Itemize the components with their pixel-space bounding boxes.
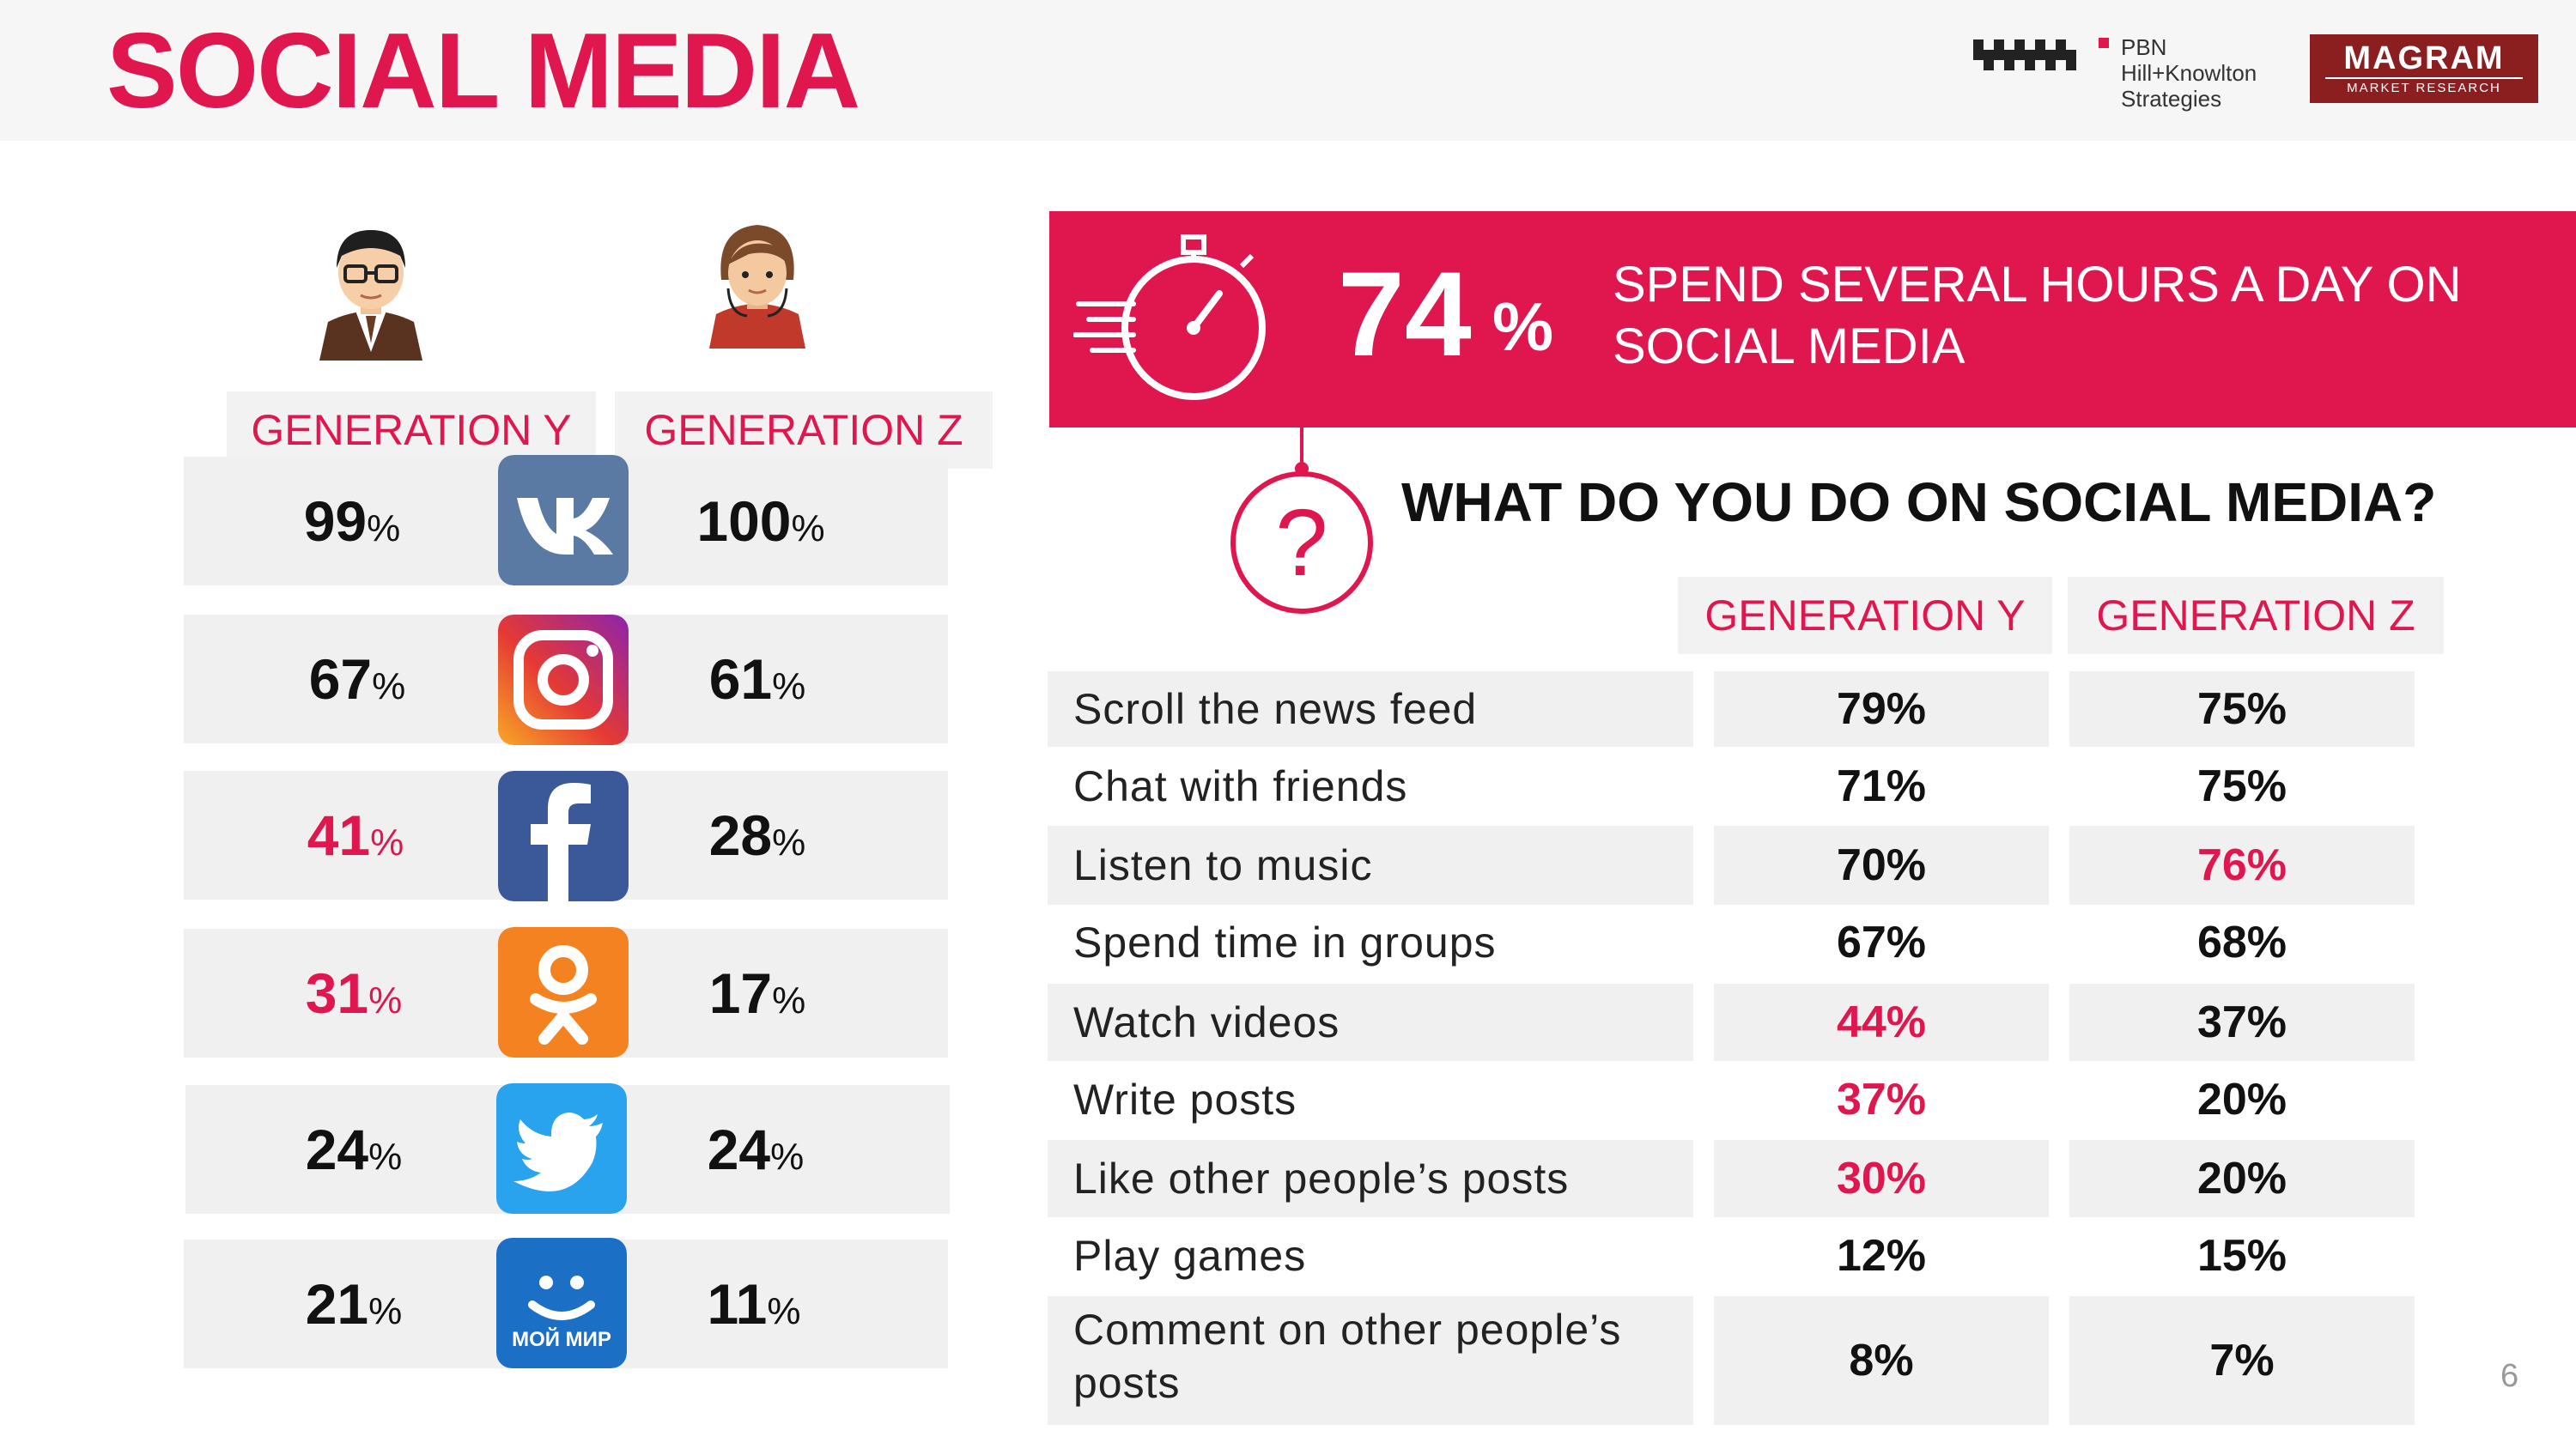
activity-row-bg [1714,984,2049,1061]
gen-z-percent: 24% [707,1118,805,1181]
activity-gen-y-value: 44% [1836,997,1927,1047]
activity-row-bg [2069,671,2415,747]
generation-y-avatar-icon [319,230,422,361]
gen-y-percent: 21% [305,1272,403,1336]
activity-gen-z-value: 20% [2196,1075,2287,1125]
gen-y-percent: 31% [305,961,403,1025]
activity-row-bg [1048,1296,1693,1425]
svg-text:?: ? [1275,490,1327,596]
activity-row-bg [1714,1140,2049,1217]
activity-row-bg [1714,826,2049,905]
activity-label: Comment on other people’s posts [1073,1306,1622,1407]
pbn-red-square [2099,38,2109,48]
vk-icon [498,455,629,585]
twitter-icon [496,1083,627,1214]
banner-percent-symbol: % [1492,288,1554,365]
activity-gen-z-value: 68% [2196,918,2287,967]
activity-row-bg [1048,671,1693,747]
activity-row-bg [1714,1296,2049,1425]
activity-gen-y-value: 37% [1836,1075,1927,1125]
instagram-icon [498,615,629,745]
page-title: SOCIAL MEDIA [106,12,860,130]
question-icon: ? [1230,426,1373,614]
activity-row-bg [1048,826,1693,905]
activity-label: Write posts [1073,1076,1297,1124]
moi-mir-icon: МОЙ МИР [496,1238,627,1368]
activity-gen-z-value: 20% [2196,1154,2287,1203]
activity-label: Scroll the news feed [1073,685,1478,733]
table-header-generation-y: GENERATION Y [1678,577,2052,654]
gen-z-percent: 28% [708,803,806,867]
activity-row-bg [2069,1296,2415,1425]
pbn-logo: PBN Hill+Knowlton Strategies [1973,34,2454,120]
magram-logo: MAGRAM MARKET RESEARCH [2310,34,2538,103]
activity-gen-y-value: 8% [1849,1336,1914,1385]
activity-gen-y-value: 71% [1836,761,1927,811]
activity-label: Spend time in groups [1073,919,1497,967]
activity-gen-y-value: 70% [1836,840,1927,890]
activity-label: Watch videos [1073,998,1340,1046]
question-title: WHAT DO YOU DO ON SOCIAL MEDIA? [1401,471,2437,533]
gen-y-percent: 24% [305,1118,403,1181]
activity-gen-z-value: 75% [2196,684,2287,734]
activity-label: Play games [1073,1232,1307,1280]
page-number: 6 [2500,1358,2519,1394]
activity-gen-z-value: 37% [2196,997,2287,1047]
pbn-text: PBN Hill+Knowlton Strategies [2121,34,2257,112]
activity-label: Listen to music [1073,841,1373,889]
header-band [0,0,2576,141]
activity-row-bg [2069,984,2415,1061]
gen-y-percent: 41% [307,803,404,867]
table-header-generation-z: GENERATION Z [2068,577,2444,654]
banner-value: 74 [1338,246,1472,381]
gen-y-percent: 99% [303,489,401,553]
gen-z-percent: 61% [708,647,806,711]
banner-text: SPEND SEVERAL HOURS A DAY ON SOCIAL MEDI… [1613,257,2462,374]
activity-label: Like other people’s posts [1073,1155,1570,1203]
activity-gen-z-value: 75% [2196,761,2287,811]
stat-banner: 74 % SPEND SEVERAL HOURS A DAY ON SOCIAL… [1049,211,2576,427]
facebook-icon [498,771,629,901]
gen-z-percent: 100% [696,489,825,553]
generation-z-avatar-icon [709,225,805,349]
stopwatch-icon [1073,234,1266,400]
activity-label: Chat with friends [1073,762,1408,810]
odnoklassniki-icon [498,927,629,1058]
activity-row-bg [2069,1140,2415,1217]
activity-row-bg [1714,671,2049,747]
activity-row-bg [1048,1140,1693,1217]
activity-gen-z-value: 7% [2209,1336,2275,1385]
gen-z-percent: 11% [707,1272,801,1336]
svg-text:МОЙ МИР: МОЙ МИР [512,1327,611,1351]
generation-z-tab: GENERATION Z [615,391,993,469]
gen-y-percent: 67% [308,647,406,711]
activity-gen-z-value: 76% [2196,840,2287,890]
activity-row-bg [2069,826,2415,905]
activity-gen-y-value: 67% [1836,918,1927,967]
activity-gen-y-value: 12% [1836,1231,1927,1281]
activity-gen-y-value: 79% [1836,684,1927,734]
activity-gen-z-value: 15% [2196,1231,2287,1281]
activity-gen-y-value: 30% [1836,1154,1927,1203]
gen-z-percent: 17% [708,961,806,1025]
pbn-mark-icon [1973,39,2076,70]
activity-row-bg [1048,984,1693,1061]
